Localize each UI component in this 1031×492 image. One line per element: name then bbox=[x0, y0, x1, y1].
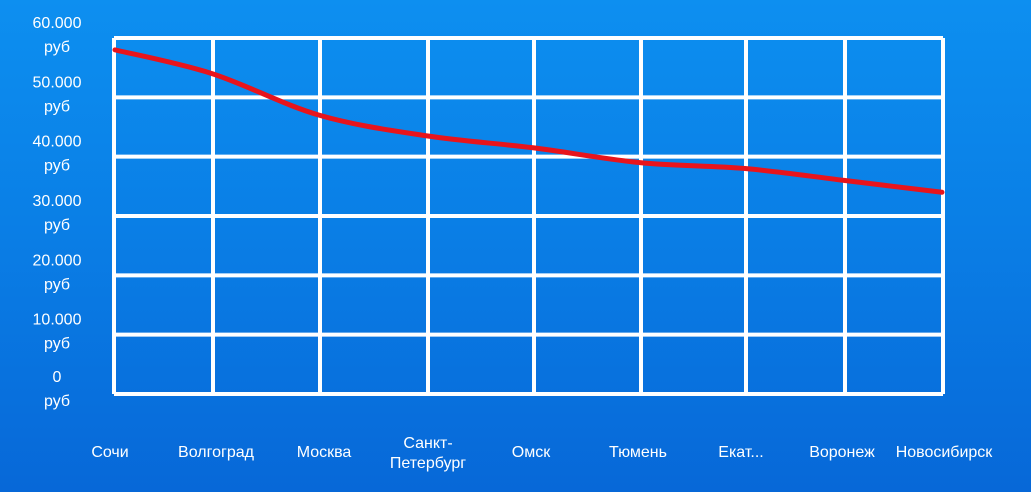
x-tick-label-line: Тюмень bbox=[609, 444, 667, 461]
x-tick-label: Санкт- Петербург bbox=[390, 435, 466, 472]
y-axis-labels: 0 руб 10.000 руб 20.000 руб 30.000 руб 40.000 руб… bbox=[33, 15, 82, 410]
y-tick-label: 50.000 руб bbox=[33, 74, 82, 115]
x-tick-label-line: Москва bbox=[297, 444, 352, 461]
series-line-group bbox=[112, 47, 945, 195]
y-tick-label-line: руб bbox=[44, 158, 70, 175]
x-tick-label-line: Сочи bbox=[91, 444, 128, 461]
x-tick-label: Волгоград bbox=[178, 444, 255, 461]
x-tick-label-line: Екат... bbox=[718, 444, 763, 461]
y-tick-label-line: 0 bbox=[53, 369, 62, 386]
y-tick-label-line: 50.000 bbox=[33, 74, 82, 91]
x-tick-label: Воронеж bbox=[809, 444, 875, 461]
y-tick-label: 10.000 руб bbox=[33, 312, 82, 353]
x-tick-label: Омск bbox=[512, 444, 551, 461]
x-tick-label-line: Волгоград bbox=[178, 444, 255, 461]
y-tick-label-line: 20.000 bbox=[33, 252, 82, 269]
y-tick-label-line: руб bbox=[44, 276, 70, 293]
y-tick-label: 30.000 руб bbox=[33, 193, 82, 234]
x-tick-label-line: Омск bbox=[512, 444, 551, 461]
y-tick-label-line: руб bbox=[44, 39, 70, 56]
y-tick-label: 40.000 руб bbox=[33, 134, 82, 175]
y-tick-label: 20.000 руб bbox=[33, 252, 82, 293]
y-tick-label-line: руб bbox=[44, 98, 70, 115]
y-tick-label-line: 10.000 bbox=[33, 312, 82, 329]
x-tick-label-line: Новосибирск bbox=[896, 444, 994, 461]
y-tick-label: 0 руб bbox=[44, 369, 70, 410]
x-tick-label: Тюмень bbox=[609, 444, 667, 461]
x-tick-label-line: Воронеж bbox=[809, 444, 875, 461]
y-tick-label-line: руб bbox=[44, 217, 70, 234]
y-tick-label-line: 40.000 bbox=[33, 134, 82, 151]
x-tick-label: Москва bbox=[297, 444, 352, 461]
x-tick-label: Новосибирск bbox=[896, 444, 994, 461]
y-tick-label-line: 60.000 bbox=[33, 15, 82, 32]
x-tick-label-line: Санкт- bbox=[403, 435, 452, 452]
y-tick-label-line: руб bbox=[44, 336, 70, 353]
y-tick-label-line: 30.000 bbox=[33, 193, 82, 210]
y-tick-label-line: руб bbox=[44, 393, 70, 410]
x-tick-label: Сочи bbox=[91, 444, 128, 461]
x-tick-label: Екат... bbox=[718, 444, 763, 461]
series-line bbox=[112, 47, 945, 195]
x-tick-label-line: Петербург bbox=[390, 455, 466, 472]
x-axis-labels: Сочи Волгоград Москва Санкт- Петербург Омск Тю… bbox=[91, 435, 993, 472]
chart-grid bbox=[112, 36, 945, 396]
y-tick-label: 60.000 руб bbox=[33, 15, 82, 56]
